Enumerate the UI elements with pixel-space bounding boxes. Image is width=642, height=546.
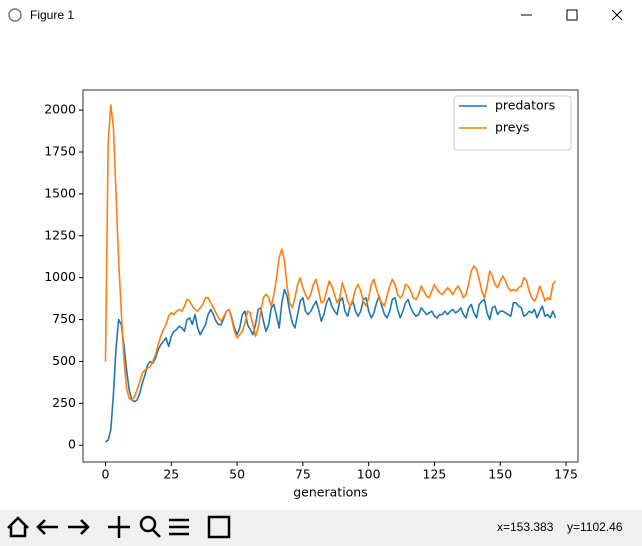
configure-button[interactable] [169, 518, 189, 536]
status-x: x=153.383 [497, 520, 554, 534]
x-tick-label: 50 [229, 467, 245, 482]
legend-label: preys [495, 120, 529, 135]
status-y: y=1102.46 [567, 520, 623, 534]
x-tick-label: 125 [423, 467, 447, 482]
back-button[interactable] [36, 519, 58, 535]
maximize-button[interactable] [566, 9, 578, 21]
home-button[interactable] [7, 516, 29, 538]
plot: 0 25 50 75 100 125 150 175025050075010001250150… [44, 89, 579, 500]
x-axis-label: generations [293, 485, 368, 500]
app-icon [8, 8, 22, 22]
y-tick-label: 1250 [44, 227, 76, 242]
y-tick-label: 2000 [44, 102, 76, 117]
y-tick-label: 1000 [44, 269, 76, 284]
x-tick-label: 175 [554, 467, 578, 482]
y-tick-label: 1750 [44, 144, 76, 159]
toolbar-buttons [7, 515, 231, 539]
legend-label: predators [495, 98, 555, 113]
series-line [105, 288, 557, 443]
save-button[interactable] [207, 515, 231, 539]
close-button[interactable] [611, 9, 623, 21]
y-tick-label: 1500 [44, 185, 76, 200]
x-tick-label: 0 [102, 467, 110, 482]
legend-box [453, 95, 572, 151]
pan-button[interactable] [108, 516, 130, 538]
zoom-button[interactable] [139, 515, 161, 538]
y-tick-label: 750 [52, 311, 76, 326]
x-tick-label: 100 [357, 467, 381, 482]
forward-button[interactable] [68, 519, 90, 535]
y-tick-label: 0 [68, 437, 76, 452]
toolbar [0, 510, 642, 546]
y-tick-label: 250 [52, 395, 76, 410]
x-tick-label: 150 [488, 467, 512, 482]
y-tick-label: 500 [52, 353, 76, 368]
axes-frame [82, 89, 579, 463]
window-title: Figure 1 [30, 8, 74, 22]
x-tick-label: 25 [163, 467, 179, 482]
x-tick-label: 75 [295, 467, 311, 482]
series-line [104, 104, 557, 401]
